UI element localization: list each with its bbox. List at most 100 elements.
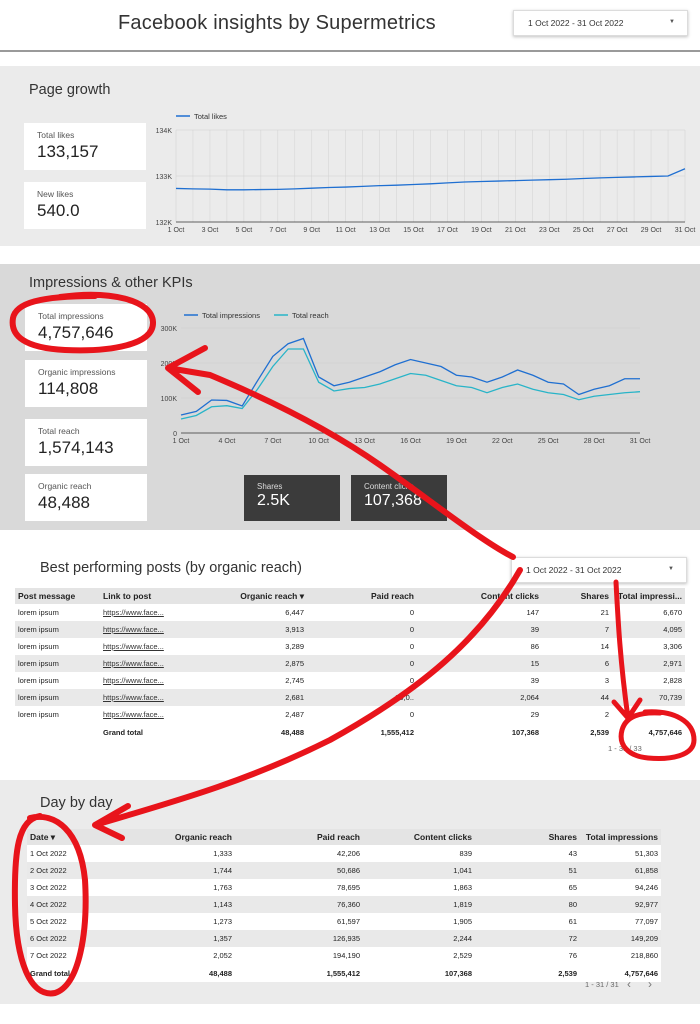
table-cell: lorem ipsum (15, 689, 100, 706)
table-cell: lorem ipsum (15, 672, 100, 689)
table-cell: 0 (307, 672, 417, 689)
total-cell: 1,555,412 (307, 723, 417, 741)
table-cell: 65 (475, 879, 580, 896)
col-content-clicks[interactable]: Content clicks (363, 829, 475, 845)
x-tick-label: 31 Oct (630, 438, 651, 445)
y-tick-label: 300K (161, 326, 178, 333)
total-likes-value: 133,157 (37, 142, 99, 161)
post-link[interactable]: https://www.face... (100, 604, 185, 621)
total-cell: 107,368 (417, 723, 542, 741)
posts-pager: 1 - 33 / 33 (608, 744, 642, 753)
table-cell: 80 (475, 896, 580, 913)
table-row: lorem ipsum https://www.face... 2,745 0 39 3 2… (15, 672, 685, 689)
table-cell: 70,739 (612, 689, 685, 706)
total-cell (15, 723, 100, 741)
x-tick-label: 19 Oct (446, 438, 467, 445)
y-tick-label: 134K (156, 128, 173, 135)
total-impressions-label: Total impressions (38, 311, 104, 321)
table-cell: 2,745 (185, 672, 307, 689)
x-tick-label: 13 Oct (369, 227, 390, 234)
total-cell: 2,539 (542, 723, 612, 741)
post-link[interactable]: https://www.face... (100, 672, 185, 689)
x-tick-label: 9 Oct (303, 227, 320, 234)
shares-label: Shares (257, 482, 283, 491)
col-organic-reach[interactable]: Organic reach ▾ (185, 588, 307, 604)
legend-label: Total reach (292, 311, 329, 320)
post-link[interactable]: https://www.face... (100, 655, 185, 672)
table-cell: 147 (417, 604, 542, 621)
table-cell: 78,695 (235, 879, 363, 896)
col-shares[interactable]: Shares (542, 588, 612, 604)
table-row: lorem ipsum https://www.face... 6,447 0 147 2… (15, 604, 685, 621)
table-cell: 2,828 (612, 672, 685, 689)
col-shares[interactable]: Shares (475, 829, 580, 845)
col-total-impressions[interactable]: Total impressi... (612, 588, 685, 604)
total-cell: 1,555,412 (235, 964, 363, 982)
new-likes-value: 540.0 (37, 201, 80, 220)
table-cell: 2,052 (117, 947, 235, 964)
new-likes-card: New likes 540.0 (24, 182, 146, 229)
table-cell: 7 (542, 621, 612, 638)
col-date[interactable]: Date ▾ (27, 829, 117, 845)
table-cell: 839 (363, 845, 475, 862)
table-cell: 2 (542, 706, 612, 723)
total-impressions-card: Total impressions 4,757,646 (25, 304, 147, 351)
x-tick-label: 29 Oct (641, 227, 662, 234)
table-row: 5 Oct 2022 1,273 61,597 1,905 61 77,097 (27, 913, 661, 930)
table-cell: lorem ipsum (15, 706, 100, 723)
x-tick-label: 25 Oct (538, 438, 559, 445)
table-cell: 3,289 (185, 638, 307, 655)
table-cell: 30,0.. (307, 689, 417, 706)
col-paid-reach[interactable]: Paid reach (235, 829, 363, 845)
table-cell: 29 (417, 706, 542, 723)
day-by-day-title: Day by day (40, 795, 113, 811)
table-cell: 4,095 (612, 621, 685, 638)
table-cell: lorem ipsum (15, 604, 100, 621)
col-content-clicks[interactable]: Content clicks (417, 588, 542, 604)
x-tick-label: 23 Oct (539, 227, 560, 234)
table-cell: 39 (417, 672, 542, 689)
post-link[interactable]: https://www.face... (100, 621, 185, 638)
prev-page-icon[interactable]: ‹ (627, 977, 631, 991)
posts-date-range-picker[interactable]: 1 Oct 2022 - 31 Oct 2022 ▼ (511, 557, 687, 583)
organic-impressions-label: Organic impressions (38, 367, 116, 377)
next-page-icon[interactable]: › (648, 977, 652, 991)
x-tick-label: 17 Oct (437, 227, 458, 234)
table-cell: 1,763 (117, 879, 235, 896)
y-tick-label: 100K (161, 396, 178, 403)
total-reach-value: 1,574,143 (38, 438, 114, 457)
impressions-title: Impressions & other KPIs (29, 275, 193, 291)
table-cell: 15 (417, 655, 542, 672)
table-cell: 0 (307, 655, 417, 672)
day-by-day-table: Date ▾ Organic reach Paid reach Content … (27, 829, 661, 982)
table-cell: 76,360 (235, 896, 363, 913)
organic-reach-value: 48,488 (38, 493, 90, 512)
table-cell: 6,447 (185, 604, 307, 621)
page-growth-title: Page growth (29, 82, 111, 98)
table-cell: 14 (542, 638, 612, 655)
date-range-picker[interactable]: 1 Oct 2022 - 31 Oct 2022 ▼ (513, 10, 688, 36)
total-cell: Grand total (100, 723, 185, 741)
col-post-message[interactable]: Post message (15, 588, 100, 604)
total-cell: 48,488 (185, 723, 307, 741)
posts-table: Post message Link to post Organic reach … (15, 588, 685, 741)
legend-label: Total likes (194, 112, 227, 121)
table-cell: 61,858 (580, 862, 661, 879)
x-tick-label: 19 Oct (471, 227, 492, 234)
table-cell: 72 (475, 930, 580, 947)
table-cell: 194,190 (235, 947, 363, 964)
col-link-to-post[interactable]: Link to post (100, 588, 185, 604)
x-tick-label: 27 Oct (607, 227, 628, 234)
post-link[interactable]: https://www.face... (100, 706, 185, 723)
col-total-impressions[interactable]: Total impressions (580, 829, 661, 845)
col-organic-reach[interactable]: Organic reach (117, 829, 235, 845)
report-header: Facebook insights by Supermetrics 1 Oct … (0, 0, 700, 52)
table-cell: 126,935 (235, 930, 363, 947)
impressions-section: Impressions & other KPIs Total impressio… (0, 264, 700, 530)
post-link[interactable]: https://www.face... (100, 689, 185, 706)
post-link[interactable]: https://www.face... (100, 638, 185, 655)
col-paid-reach[interactable]: Paid reach (307, 588, 417, 604)
table-cell: 2,681 (185, 689, 307, 706)
table-cell: 0 (307, 621, 417, 638)
